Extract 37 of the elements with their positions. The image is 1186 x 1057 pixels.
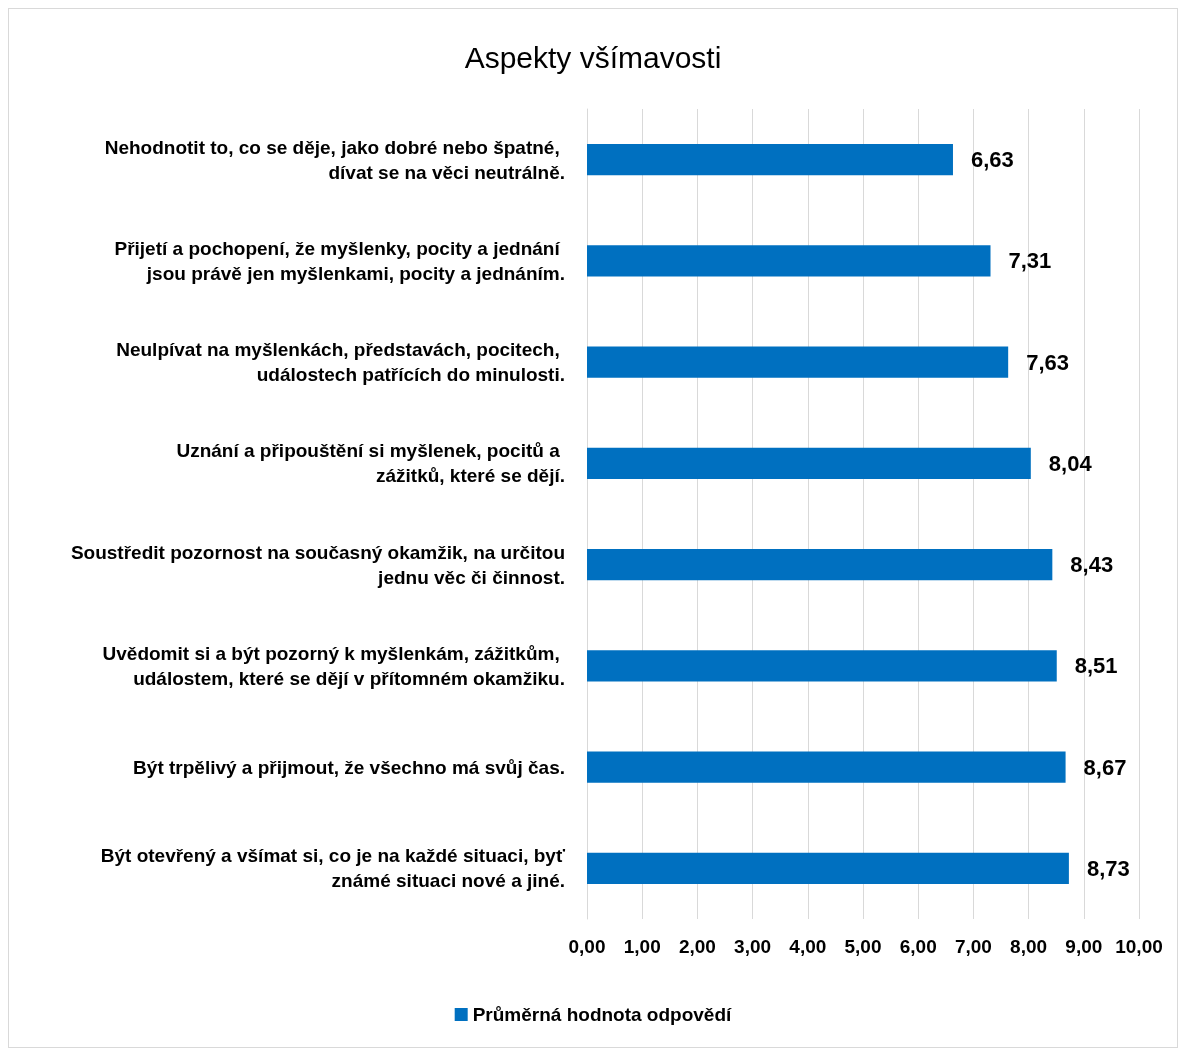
- data-label: 8,73: [1086, 855, 1130, 881]
- data-label: 8,04: [1048, 450, 1093, 476]
- y-tick-label: Uvědomit si a být pozorný k myšlenkám, zážitkům, událostem, které se dějí v přítomném okamžiku.: [102, 642, 565, 689]
- y-tick-label: Přijetí a pochopení, že myšlenky, pocity a jednání jsou právě jen myšlenkami, pocity a jednáním.: [114, 237, 565, 284]
- data-label: 8,51: [1074, 653, 1118, 679]
- bar: [587, 245, 991, 277]
- x-tick-label: 8,00: [1010, 936, 1048, 957]
- x-tick-label: 9,00: [1065, 936, 1103, 957]
- data-label: 7,63: [1026, 349, 1069, 375]
- bar: [587, 346, 1009, 378]
- x-tick-label: 4,00: [789, 936, 827, 957]
- x-tick-label: 3,00: [734, 936, 772, 957]
- y-tick-label: Neulpívat na myšlenkách, představách, pocitech, událostech patřících do minulosti.: [116, 339, 565, 386]
- bar: [587, 751, 1066, 783]
- x-tick-label: 5,00: [844, 936, 882, 957]
- bar: [587, 447, 1031, 480]
- y-tick-label: Být otevřený a všímat si, co je na každé situaci, byť známé situaci nové a jiné.: [100, 845, 566, 892]
- y-tick-label: Uznání a připouštění si myšlenek, pocitů a zážitků, které se dějí.: [176, 440, 565, 487]
- x-tick-label: 10,00: [1115, 936, 1163, 957]
- x-tick-label: 2,00: [678, 936, 716, 957]
- y-tick-label: Soustředit pozornost na současný okamžik, na určitou jednu věc či činnost.: [70, 541, 565, 588]
- data-label: 6,63: [970, 147, 1014, 173]
- y-tick-label: Nehodnotit to, co se děje, jako dobré nebo špatné, dívat se na věci neutrálně.: [104, 136, 565, 183]
- bar: [587, 650, 1057, 682]
- x-tick-label: 7,00: [954, 936, 992, 957]
- data-label: 8,67: [1083, 754, 1127, 780]
- bar: [587, 852, 1069, 885]
- legend-label: Průměrná hodnota odpovědí: [472, 1004, 733, 1025]
- bar: [587, 143, 953, 176]
- chart-title: Aspekty všímavosti: [464, 40, 722, 74]
- data-label: 7,31: [1008, 248, 1052, 274]
- bar: [587, 548, 1053, 581]
- x-tick-label: 6,00: [899, 936, 937, 957]
- y-tick-label: Být trpělivý a přijmout, že všechno má svůj čas.: [133, 756, 565, 778]
- data-label: 8,43: [1070, 552, 1114, 578]
- x-tick-label: 0,00: [568, 936, 606, 957]
- x-tick-label: 1,00: [623, 936, 661, 957]
